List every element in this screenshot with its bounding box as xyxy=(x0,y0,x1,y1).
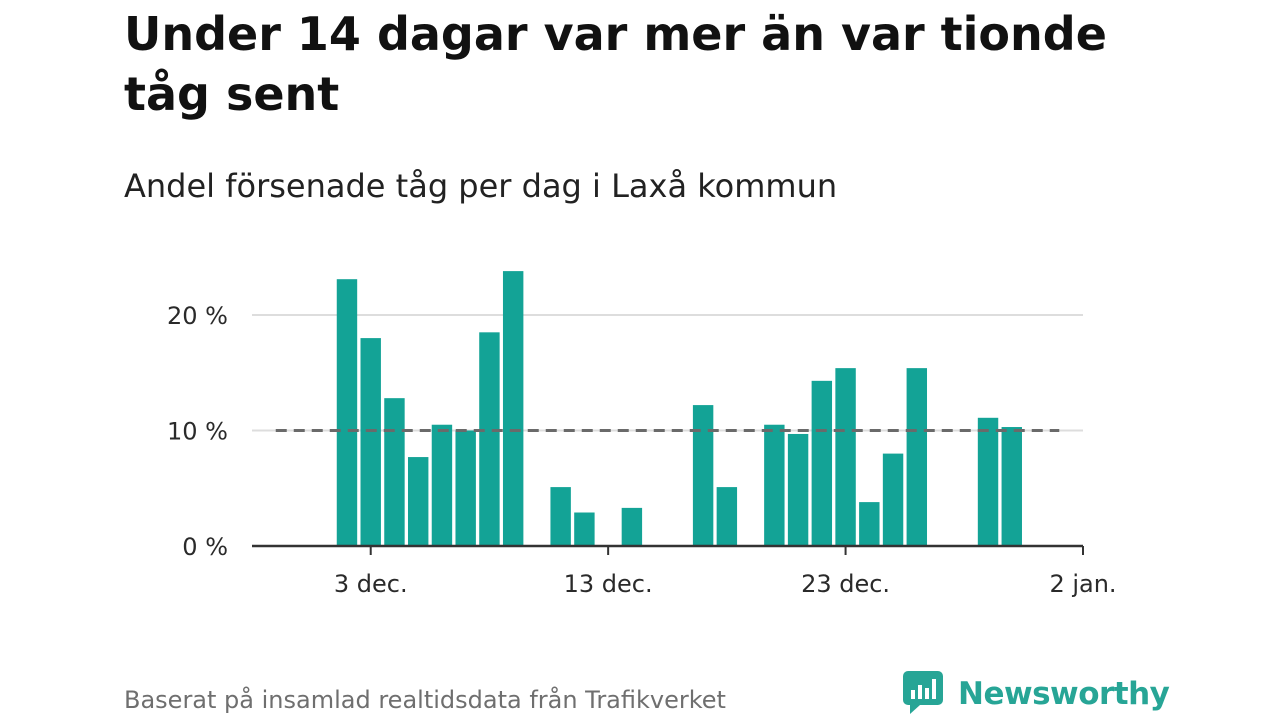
bar xyxy=(336,279,358,546)
bar xyxy=(502,271,524,546)
bar xyxy=(811,380,833,546)
bar xyxy=(787,433,809,546)
x-tick-label: 2 jan. xyxy=(1049,570,1116,598)
y-tick-label: 10 % xyxy=(167,418,228,446)
bar xyxy=(906,368,928,546)
bar xyxy=(550,487,571,546)
bar xyxy=(977,417,999,546)
source-note: Baserat på insamlad realtidsdata från Tr… xyxy=(124,686,726,714)
bar xyxy=(479,332,500,546)
newsworthy-brand[interactable]: Newsworthy xyxy=(902,670,1170,718)
chart-subtitle: Andel försenade tåg per dag i Laxå kommu… xyxy=(124,167,838,205)
bar xyxy=(716,487,738,546)
bar xyxy=(692,405,714,546)
x-tick-label: 3 dec. xyxy=(334,570,408,598)
bar xyxy=(407,457,429,546)
y-tick-label: 0 % xyxy=(182,533,228,561)
y-tick-label: 20 % xyxy=(167,302,228,330)
x-axis-labels: 3 dec. 13 dec. 23 dec. 2 jan. xyxy=(334,570,1117,598)
chart-title: Under 14 dagar var mer än var tionde tåg… xyxy=(124,7,1107,121)
bar xyxy=(764,424,785,546)
bar xyxy=(1001,427,1022,546)
newsworthy-logo-icon xyxy=(902,670,944,718)
bar xyxy=(431,424,453,546)
bar xyxy=(621,507,643,546)
bar-series xyxy=(336,271,1022,546)
y-axis-labels: 0 % 10 % 20 % xyxy=(167,302,228,561)
bar xyxy=(455,430,476,546)
bar xyxy=(360,338,381,546)
bar xyxy=(835,368,856,546)
x-axis xyxy=(252,544,1084,555)
bar xyxy=(384,398,405,546)
brand-name: Newsworthy xyxy=(958,676,1170,712)
bar xyxy=(574,512,595,546)
x-tick-label: 13 dec. xyxy=(564,570,653,598)
x-tick-label: 23 dec. xyxy=(801,570,890,598)
bar xyxy=(859,502,880,546)
bar xyxy=(882,453,904,546)
